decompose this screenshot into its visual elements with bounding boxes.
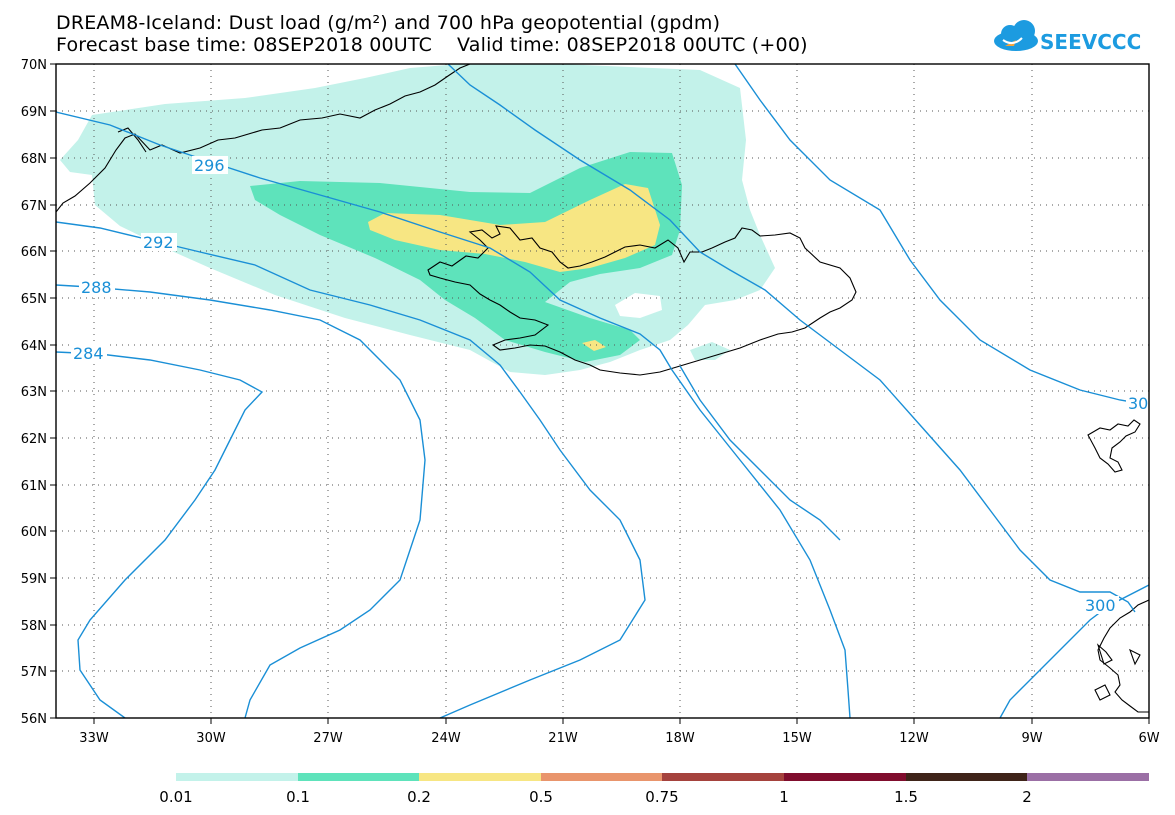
contour-label-288: 288 [81, 278, 112, 297]
axis-ticks [50, 63, 1150, 724]
lat-label: 57N [21, 665, 47, 680]
dust-area-0.1 [250, 152, 682, 362]
lat-label: 65N [21, 292, 47, 307]
lat-lon-grid [56, 64, 1149, 718]
lon-label: 15W [782, 731, 812, 746]
colorbar-swatch [784, 773, 906, 781]
cloud-icon [994, 20, 1038, 51]
logo-text: SEEVCCC [1040, 30, 1141, 54]
lat-label: 58N [21, 619, 47, 634]
lon-label: 18W [665, 731, 695, 746]
chart-title-line1: DREAM8-Iceland: Dust load (g/m²) and 700… [56, 12, 721, 34]
lat-label: 69N [21, 105, 47, 120]
lon-label: 33W [79, 731, 109, 746]
lat-label: 66N [21, 245, 47, 260]
colorbar-swatch [176, 773, 298, 781]
longitude-labels: 33W 30W 27W 24W 21W 18W 15W 12W 9W 6W [79, 731, 1159, 746]
lon-label: 21W [548, 731, 578, 746]
lon-label: 27W [313, 731, 343, 746]
chart-title-line2: Forecast base time: 08SEP2018 00UTC Vali… [56, 34, 808, 56]
lat-label: 62N [21, 432, 47, 447]
colorbar-swatch [1027, 773, 1149, 781]
colorbar: 0.01 0.1 0.2 0.5 0.75 1 1.5 2 [159, 773, 1149, 806]
colorbar-tick-label: 0.75 [645, 788, 678, 806]
colorbar-tick-label: 0.5 [529, 788, 553, 806]
colorbar-tick-label: 0.2 [407, 788, 431, 806]
lon-label: 12W [899, 731, 929, 746]
colorbar-tick-label: 0.01 [159, 788, 192, 806]
colorbar-swatch [906, 773, 1027, 781]
lat-label: 68N [21, 152, 47, 167]
lat-label: 60N [21, 525, 47, 540]
dust-area-0.2-small [582, 340, 606, 351]
contour-label-300: 300 [1085, 596, 1116, 615]
lon-label: 24W [431, 731, 461, 746]
colorbar-tick-label: 1 [779, 788, 789, 806]
colorbar-swatch [298, 773, 419, 781]
latitude-labels: 56N 57N 58N 59N 60N 61N 62N 63N 64N 65N … [21, 58, 47, 727]
colorbar-tick-label: 0.1 [286, 788, 310, 806]
colorbar-tick-label: 2 [1022, 788, 1032, 806]
colorbar-swatch [419, 773, 541, 781]
colorbar-tick-label: 1.5 [894, 788, 918, 806]
lon-label: 9W [1021, 731, 1042, 746]
dust-free-patch [615, 293, 662, 318]
contour-label-30: 30 [1128, 394, 1148, 413]
lat-label: 56N [21, 712, 47, 727]
dust-area-0.2 [368, 184, 660, 272]
lat-label: 61N [21, 479, 47, 494]
colorbar-swatch [662, 773, 784, 781]
lat-label: 63N [21, 385, 47, 400]
lon-label: 30W [196, 731, 226, 746]
lon-label: 6W [1138, 731, 1159, 746]
contour-label-292: 292 [143, 233, 174, 252]
lat-label: 59N [21, 572, 47, 587]
seevccc-logo: SEEVCCC [994, 20, 1141, 54]
contour-label-284: 284 [73, 344, 104, 363]
lat-label: 64N [21, 339, 47, 354]
lat-label: 70N [21, 58, 47, 73]
dust-area-0.01-south [690, 342, 730, 360]
lat-label: 67N [21, 199, 47, 214]
colorbar-swatch [541, 773, 662, 781]
contour-label-296: 296 [194, 156, 225, 175]
coastlines [56, 64, 1149, 713]
contour-labels: 296 292 288 284 300 30 [71, 156, 1149, 615]
